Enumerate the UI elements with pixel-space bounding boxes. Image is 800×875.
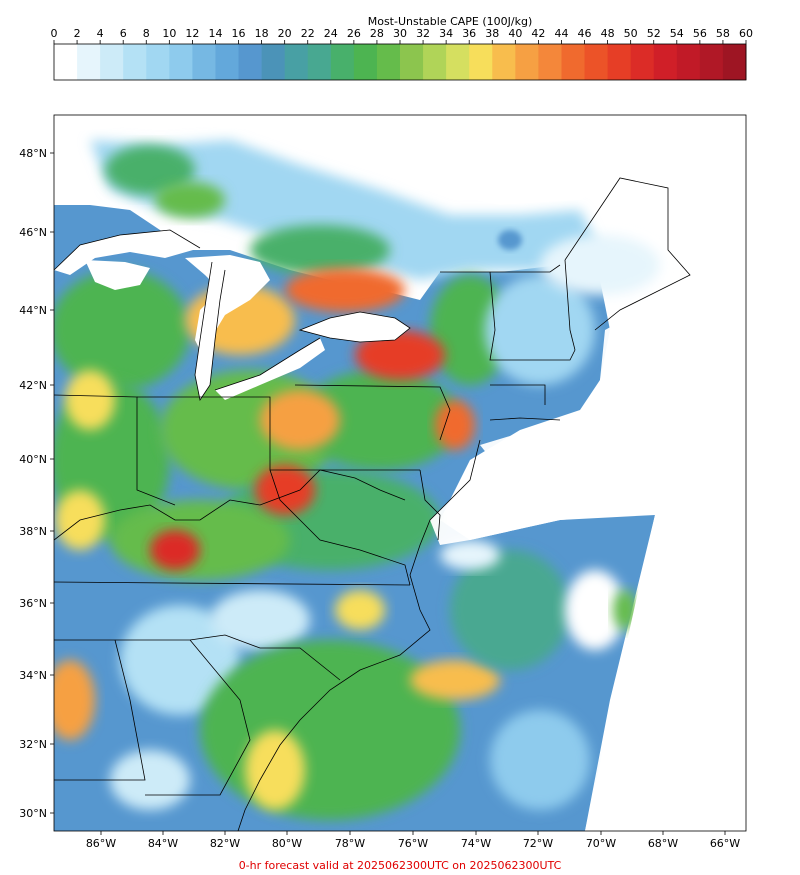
colorbar-tick-label: 52 (647, 27, 661, 40)
colorbar-tick-label: 26 (347, 27, 361, 40)
colorbar-cell (607, 44, 632, 80)
colorbar-cell (446, 44, 470, 80)
colorbar-tick-label: 50 (624, 27, 638, 40)
colorbar-cell (169, 44, 193, 80)
lat-label: 32°N (19, 738, 47, 751)
colorbar-tick-label: 6 (120, 27, 127, 40)
lat-label: 30°N (19, 807, 47, 820)
lon-label: 66°W (710, 837, 740, 850)
colorbar-cell (561, 44, 586, 80)
colorbar-cell (215, 44, 240, 80)
colorbar-cell (376, 44, 401, 80)
colorbar-cell (77, 44, 101, 80)
map-panel: 48°N 46°N 44°N 42°N 40°N 38°N 36°N 34°N 32°N 30°N… (19, 114, 747, 850)
lon-label: 70°W (586, 837, 616, 850)
colorbar-cell (630, 44, 655, 80)
map-axis-ticks: 48°N 46°N 44°N 42°N 40°N 38°N 36°N 34°N 32°N 30°N… (19, 147, 740, 850)
lon-label: 74°W (461, 837, 491, 850)
colorbar-tick-label: 14 (208, 27, 222, 40)
coastlines-and-borders (54, 177, 691, 831)
colorbar-tick-label: 10 (162, 27, 176, 40)
colorbar-tick-label: 8 (143, 27, 150, 40)
colorbar-tick-label: 4 (97, 27, 104, 40)
lon-label: 86°W (86, 837, 116, 850)
colorbar-cell (676, 44, 701, 80)
colorbar-tick-label: 36 (462, 27, 476, 40)
colorbar-cell (284, 44, 309, 80)
lon-label: 80°W (272, 837, 302, 850)
colorbar-tick-label: 18 (255, 27, 269, 40)
colorbar-cell (353, 44, 378, 80)
colorbar-cell (492, 44, 516, 80)
colorbar-tick-label: 60 (739, 27, 753, 40)
colorbar-tick-label: 24 (324, 27, 338, 40)
colorbar-tick-label: 0 (51, 27, 58, 40)
colorbar-cell (330, 44, 355, 80)
lat-label: 38°N (19, 525, 47, 538)
lon-label: 82°W (210, 837, 240, 850)
colorbar-cell (722, 44, 747, 80)
colorbar-tick-label: 22 (301, 27, 315, 40)
lat-label: 36°N (19, 597, 47, 610)
colorbar-cell (123, 44, 147, 80)
colorbar-tick-label: 16 (232, 27, 246, 40)
colorbar-cell (423, 44, 447, 80)
lat-label: 40°N (19, 453, 47, 466)
lon-label: 72°W (523, 837, 553, 850)
lat-label: 48°N (19, 147, 47, 160)
colorbar-cell (146, 44, 170, 80)
lat-label: 34°N (19, 669, 47, 682)
colorbar-tick-label: 54 (670, 27, 684, 40)
colorbar-cell (192, 44, 216, 80)
ocean-mask (430, 115, 746, 545)
colorbar-tick-label: 2 (74, 27, 81, 40)
colorbar-ticks: 0 2 4 6 8 10 12 14 16 18 20 22 24 26 28 30 32 34 36 38 40 42 4… (51, 27, 753, 44)
colorbar-tick-label: 40 (508, 27, 522, 40)
colorbar-cell (261, 44, 286, 80)
colorbar-cell (584, 44, 609, 80)
lon-label: 68°W (648, 837, 678, 850)
lat-label: 44°N (19, 304, 47, 317)
colorbar-cell (538, 44, 562, 80)
colorbar-cell (307, 44, 332, 80)
domain-edge-mask (585, 515, 746, 831)
colorbar-tick-label: 32 (416, 27, 430, 40)
colorbar-cell (400, 44, 424, 80)
great-lakes (54, 230, 410, 400)
lat-label: 42°N (19, 379, 47, 392)
colorbar-tick-label: 28 (370, 27, 384, 40)
colorbar: 0 2 4 6 8 10 12 14 16 18 20 22 24 26 28 30 32 34 36 38 40 42 4… (51, 27, 753, 81)
forecast-valid-caption: 0-hr forecast valid at 2025062300UTC on … (238, 859, 562, 872)
colorbar-tick-label: 30 (393, 27, 407, 40)
colorbar-cell (54, 44, 78, 80)
colorbar-cell (699, 44, 724, 80)
colorbar-title: Most-Unstable CAPE (100J/kg) (367, 15, 533, 28)
colorbar-tick-label: 12 (185, 27, 199, 40)
colorbar-cell (100, 44, 124, 80)
colorbar-tick-label: 34 (439, 27, 453, 40)
lon-label: 78°W (335, 837, 365, 850)
colorbar-tick-label: 46 (578, 27, 592, 40)
colorbar-cell (653, 44, 678, 80)
colorbar-cell (469, 44, 493, 80)
colorbar-tick-label: 56 (693, 27, 707, 40)
colorbar-tick-label: 20 (278, 27, 292, 40)
colorbar-cell (238, 44, 263, 80)
colorbar-tick-label: 38 (485, 27, 499, 40)
colorbar-tick-label: 42 (531, 27, 545, 40)
colorbar-cell (515, 44, 539, 80)
lon-label: 76°W (398, 837, 428, 850)
colorbar-tick-label: 48 (601, 27, 615, 40)
colorbar-tick-label: 58 (716, 27, 730, 40)
lat-label: 46°N (19, 226, 47, 239)
colorbar-tick-label: 44 (554, 27, 568, 40)
lon-label: 84°W (148, 837, 178, 850)
